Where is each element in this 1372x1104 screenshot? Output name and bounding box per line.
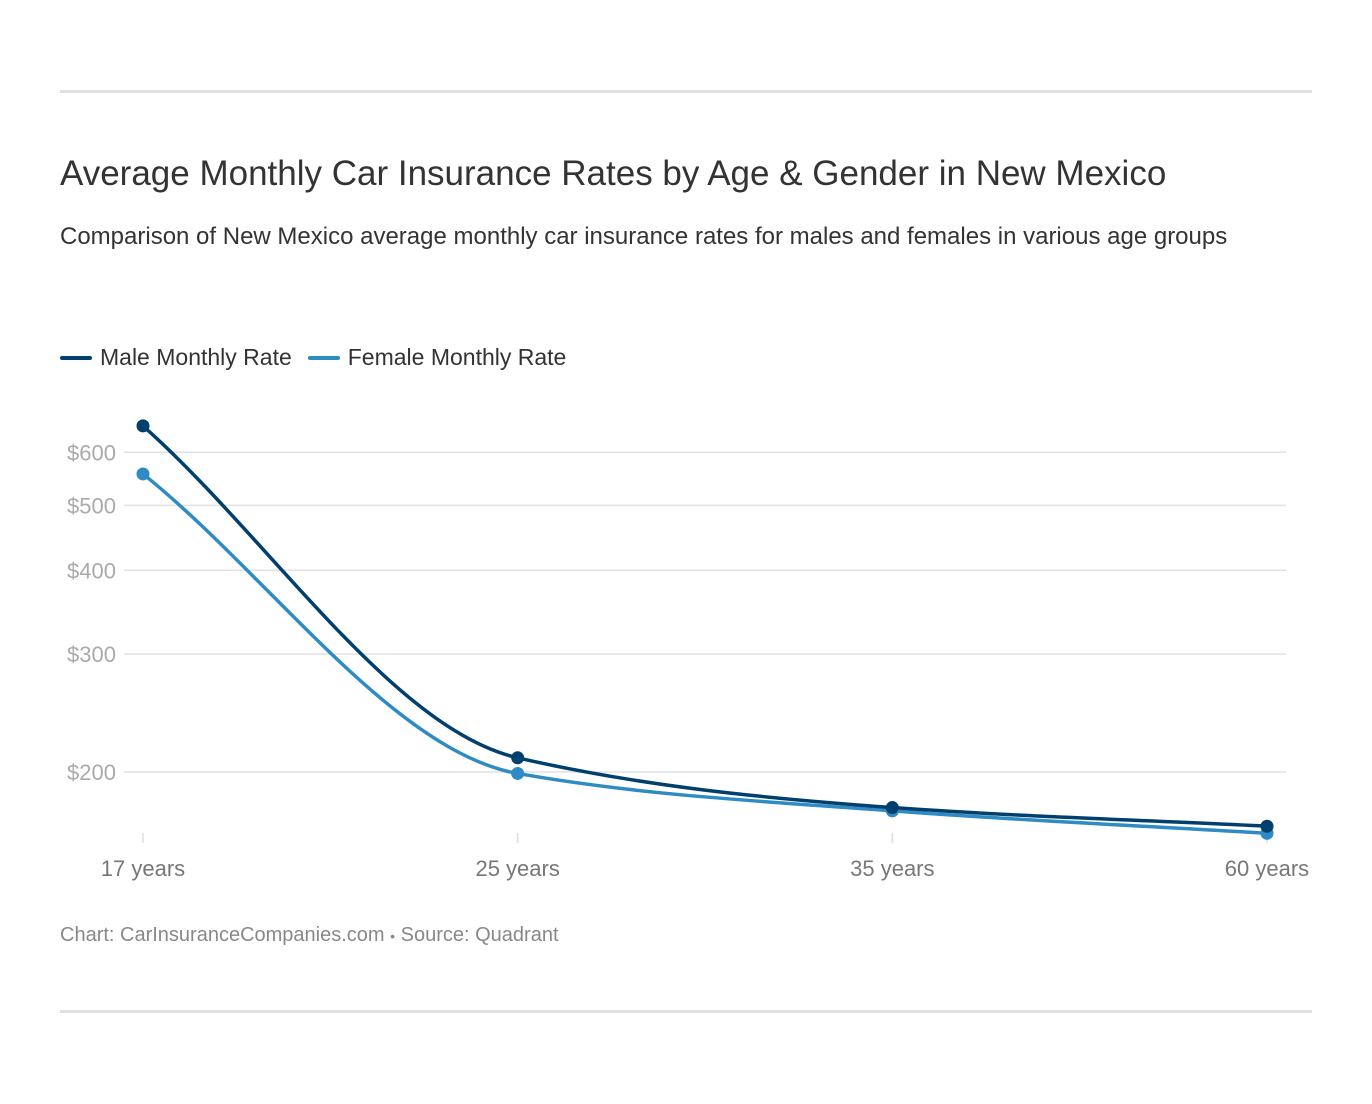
legend-swatch-male — [60, 355, 92, 360]
y-tick-label: $300 — [67, 642, 116, 667]
top-divider — [60, 90, 1312, 93]
legend-item-male[interactable]: Male Monthly Rate — [60, 344, 292, 371]
data-point — [1260, 819, 1274, 833]
y-tick-label: $600 — [67, 440, 116, 465]
y-tick-label: $400 — [67, 558, 116, 583]
data-point — [136, 467, 150, 481]
legend-label-male: Male Monthly Rate — [100, 344, 292, 370]
series-line-male — [141, 424, 1268, 828]
x-tick-label: 25 years — [475, 856, 559, 881]
y-tick-label: $500 — [67, 493, 116, 518]
data-point — [885, 801, 899, 815]
x-tick-label: 60 years — [1225, 856, 1309, 881]
chart-title: Average Monthly Car Insurance Rates by A… — [60, 154, 1167, 193]
bottom-divider — [60, 1010, 1312, 1013]
x-tick-label: 17 years — [101, 856, 185, 881]
chart-footer: Chart: CarInsuranceCompanies.com • Sourc… — [60, 924, 559, 947]
legend-label-female: Female Monthly Rate — [347, 344, 567, 370]
data-point — [511, 751, 525, 765]
legend: Male Monthly Rate Female Monthly Rate — [60, 344, 582, 371]
x-tick-label: 35 years — [850, 856, 934, 881]
source-text: Source: Quadrant — [400, 924, 559, 946]
data-point — [511, 766, 525, 780]
separator-dot: • — [390, 928, 396, 944]
y-tick-label: $200 — [67, 760, 116, 785]
series-line-female — [141, 472, 1268, 836]
legend-swatch-female — [307, 355, 340, 360]
chart-subtitle: Comparison of New Mexico average monthly… — [60, 223, 1228, 250]
legend-item-female[interactable]: Female Monthly Rate — [307, 344, 567, 371]
data-point — [136, 419, 150, 433]
chart-credit: Chart: CarInsuranceCompanies.com — [60, 924, 385, 946]
